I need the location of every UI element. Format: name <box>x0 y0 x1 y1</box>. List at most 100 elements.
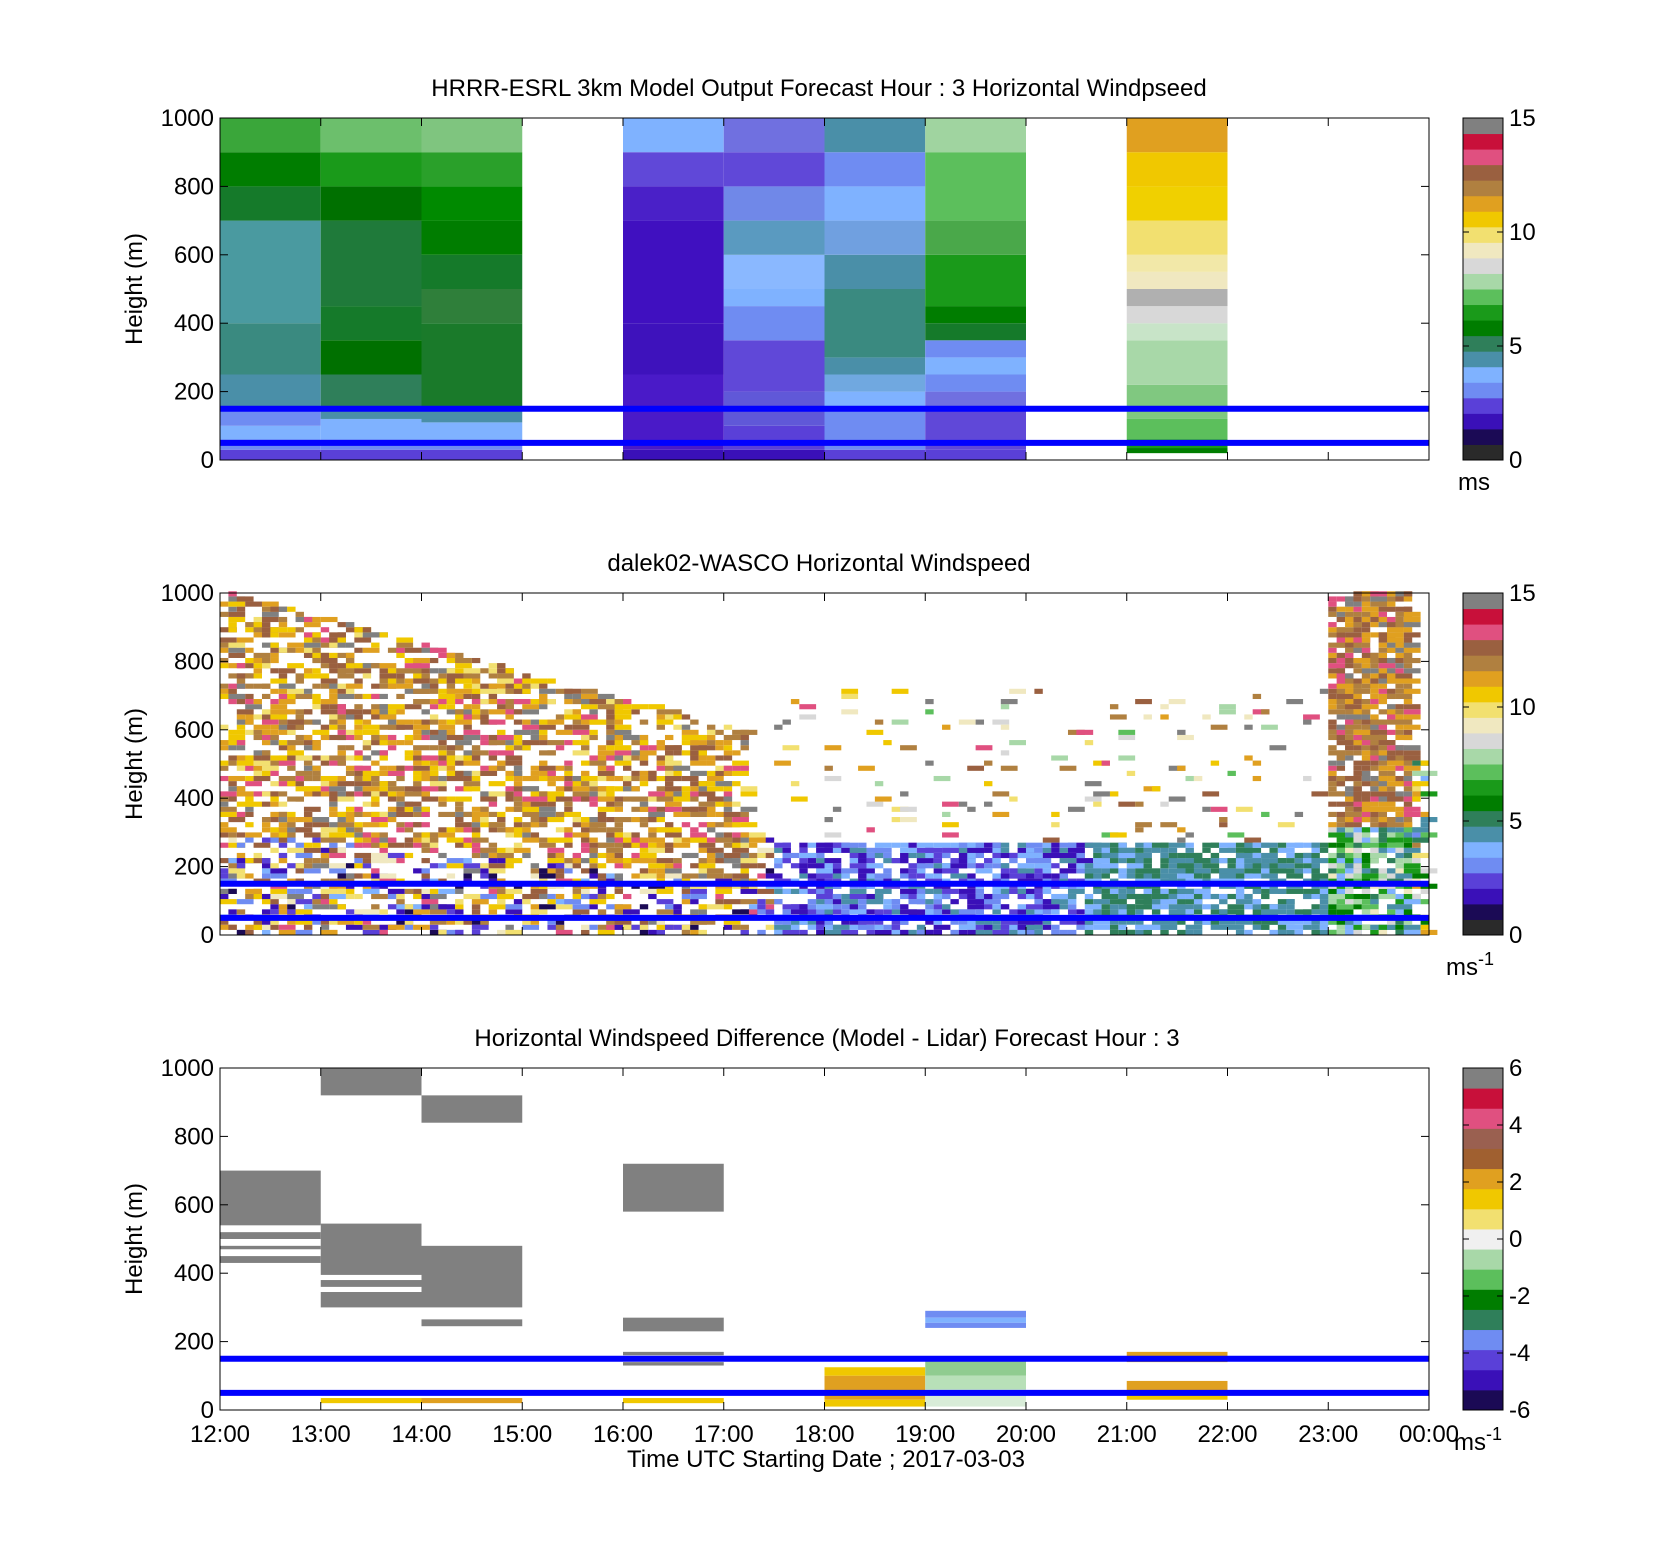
lidar-cell <box>1378 786 1388 792</box>
lidar-cell <box>1252 919 1262 925</box>
lidar-cell <box>320 858 330 864</box>
lidar-cell <box>303 668 313 674</box>
lidar-cell <box>429 657 439 664</box>
lidar-cell <box>261 873 271 879</box>
lidar-cell <box>1227 924 1245 930</box>
colorbar-swatch <box>1463 779 1503 796</box>
model-cell <box>623 118 724 153</box>
lidar-cell <box>723 904 733 910</box>
lidar-cell <box>1109 919 1119 925</box>
difference-block <box>824 1399 926 1407</box>
lidar-cell <box>295 929 313 935</box>
lidar-cell <box>1294 929 1304 935</box>
lidar-cell <box>1160 893 1169 900</box>
lidar-cell <box>1126 909 1136 915</box>
lidar-cell <box>732 729 749 735</box>
lidar-cell <box>1000 765 1018 771</box>
lidar-cell <box>228 832 237 838</box>
lidar-cell <box>1009 909 1026 915</box>
lidar-cell <box>581 693 598 700</box>
lidar-cell <box>1345 601 1354 607</box>
lidar-cell <box>1387 796 1404 802</box>
lidar-cell <box>1034 858 1052 864</box>
lidar-cell <box>513 719 523 725</box>
lidar-cell <box>967 873 976 879</box>
lidar-cell <box>312 755 321 761</box>
lidar-cell <box>782 719 791 725</box>
lidar-cell <box>413 734 422 741</box>
lidar-cell <box>1378 817 1396 823</box>
lidar-cell <box>547 893 556 900</box>
lidar-cell <box>329 796 338 802</box>
lidar-cell <box>446 699 456 705</box>
lidar-cell <box>488 693 498 700</box>
lidar-cell <box>337 811 346 818</box>
lidar-cell <box>1059 919 1077 925</box>
colorbar-swatch <box>1463 732 1503 749</box>
model-cell <box>1126 323 1228 341</box>
lidar-cell <box>1370 817 1379 823</box>
lidar-cell <box>1328 852 1346 859</box>
lidar-cell <box>799 858 808 864</box>
colorbar-swatch <box>1463 413 1503 430</box>
lidar-cell <box>933 929 943 935</box>
lidar-cell <box>270 724 288 730</box>
lidar-cell <box>421 811 430 818</box>
lidar-cell <box>513 796 523 802</box>
lidar-cell <box>1235 888 1245 894</box>
lidar-cell <box>564 786 573 792</box>
lidar-cell <box>1378 868 1396 874</box>
lidar-cell <box>1395 858 1404 864</box>
lidar-cell <box>236 606 246 612</box>
lidar-cell <box>706 811 716 818</box>
colorbar-swatch <box>1463 289 1503 306</box>
model-cell <box>220 408 321 426</box>
lidar-cell <box>950 868 959 874</box>
model-cell <box>220 449 321 460</box>
lidar-cell <box>320 683 338 689</box>
lidar-cell <box>1370 699 1379 705</box>
lidar-cell <box>664 842 674 848</box>
lidar-cell <box>1093 888 1102 894</box>
lidar-cell <box>1084 893 1094 900</box>
lidar-cell <box>438 755 447 761</box>
lidar-cell <box>312 657 321 664</box>
lidar-cell <box>438 719 447 725</box>
lidar-cell <box>505 760 523 766</box>
model-cell <box>320 374 422 409</box>
lidar-cell <box>1118 734 1136 741</box>
lidar-cell <box>446 719 456 725</box>
lidar-cell <box>1387 668 1396 674</box>
lidar-cell <box>1076 924 1094 930</box>
lidar-cell <box>1370 734 1388 741</box>
lidar-cell <box>480 868 489 874</box>
lidar-cell <box>463 858 472 864</box>
lidar-cell <box>303 642 321 648</box>
lidar-cell <box>942 888 959 894</box>
lidar-cell <box>522 811 540 818</box>
model-cell <box>623 220 724 324</box>
lidar-cell <box>354 827 363 833</box>
lidar-cell <box>471 770 489 776</box>
lidar-cell <box>236 652 246 658</box>
lidar-cell <box>505 832 514 838</box>
lidar-cell <box>303 811 313 818</box>
lidar-cell <box>1387 693 1396 700</box>
lidar-cell <box>1328 642 1346 648</box>
lidar-cell <box>245 806 254 812</box>
lidar-cell <box>1277 868 1295 874</box>
lidar-cell <box>270 642 279 648</box>
colorbar-tick-label: 6 <box>1509 1055 1522 1082</box>
lidar-cell <box>455 699 464 705</box>
lidar-cell <box>387 734 397 741</box>
lidar-cell <box>1328 606 1337 612</box>
lidar-cell <box>614 740 623 746</box>
lidar-cell <box>1160 899 1178 905</box>
lidar-cell <box>362 755 372 761</box>
lidar-cell <box>816 858 825 864</box>
lidar-cell <box>236 740 246 746</box>
lidar-cell <box>463 781 481 787</box>
lidar-cell <box>723 924 733 930</box>
lidar-cell <box>337 719 346 725</box>
model-cell <box>824 220 926 255</box>
